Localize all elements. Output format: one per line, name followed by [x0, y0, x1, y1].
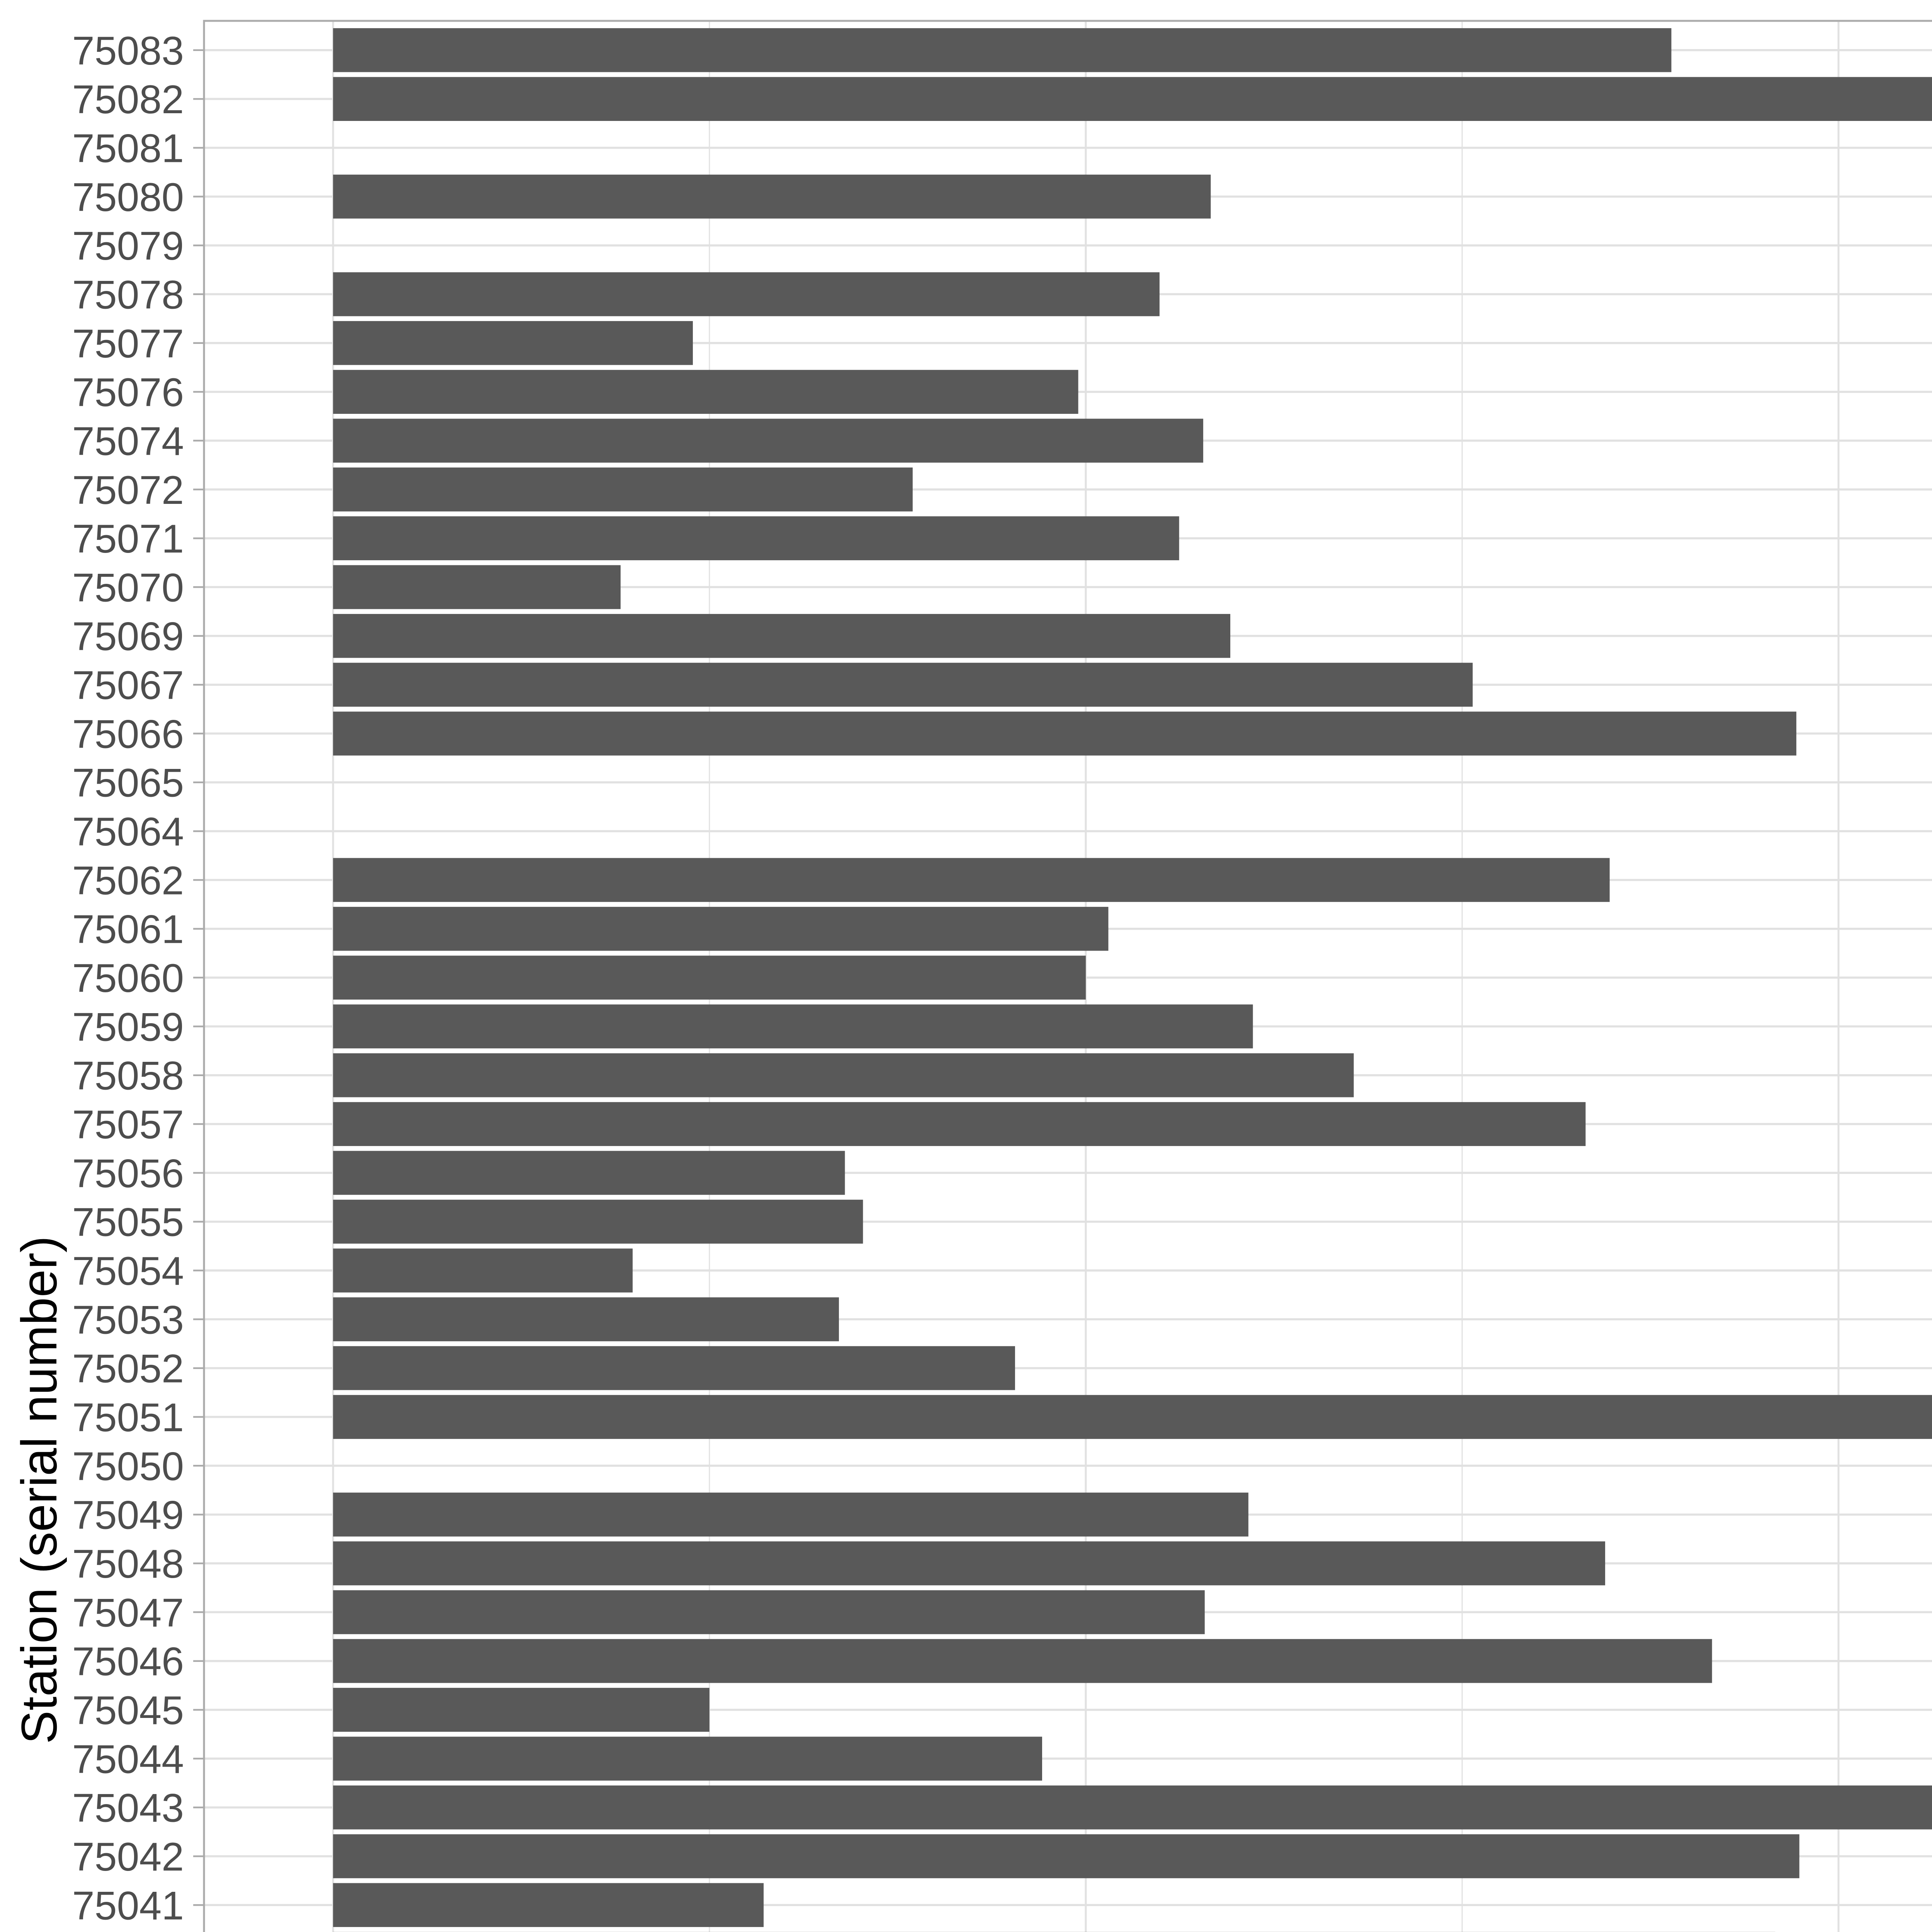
svg-text:75047: 75047: [72, 1590, 184, 1635]
svg-text:75079: 75079: [72, 224, 184, 269]
svg-text:75081: 75081: [72, 126, 184, 171]
svg-text:75055: 75055: [72, 1200, 184, 1245]
svg-text:75077: 75077: [72, 321, 184, 366]
svg-text:75078: 75078: [72, 272, 184, 317]
svg-text:75054: 75054: [72, 1249, 184, 1294]
svg-text:75057: 75057: [72, 1102, 184, 1147]
svg-text:75074: 75074: [72, 419, 184, 464]
svg-text:75048: 75048: [72, 1542, 184, 1587]
svg-text:Station (serial number): Station (serial number): [11, 1236, 67, 1744]
svg-text:75082: 75082: [72, 77, 184, 122]
svg-text:75062: 75062: [72, 858, 184, 903]
svg-text:75052: 75052: [72, 1347, 184, 1391]
svg-text:75069: 75069: [72, 614, 184, 659]
svg-text:75080: 75080: [72, 175, 184, 220]
svg-text:75043: 75043: [72, 1786, 184, 1831]
svg-text:75056: 75056: [72, 1151, 184, 1196]
svg-text:75061: 75061: [72, 907, 184, 952]
svg-text:75046: 75046: [72, 1639, 184, 1684]
svg-text:75050: 75050: [72, 1444, 184, 1489]
svg-text:75051: 75051: [72, 1395, 184, 1440]
svg-text:75045: 75045: [72, 1688, 184, 1733]
svg-text:75083: 75083: [72, 29, 184, 73]
svg-text:75076: 75076: [72, 370, 184, 415]
svg-text:75041: 75041: [72, 1883, 184, 1928]
svg-text:75044: 75044: [72, 1737, 184, 1782]
svg-text:75072: 75072: [72, 468, 184, 513]
svg-text:75071: 75071: [72, 517, 184, 561]
svg-text:75066: 75066: [72, 712, 184, 757]
svg-text:75067: 75067: [72, 663, 184, 708]
svg-text:75060: 75060: [72, 956, 184, 1001]
svg-text:75070: 75070: [72, 565, 184, 610]
svg-text:75058: 75058: [72, 1054, 184, 1099]
svg-text:75059: 75059: [72, 1005, 184, 1049]
svg-text:75053: 75053: [72, 1298, 184, 1342]
svg-text:75042: 75042: [72, 1835, 184, 1879]
svg-text:75065: 75065: [72, 761, 184, 806]
svg-text:75064: 75064: [72, 810, 184, 854]
svg-text:75049: 75049: [72, 1493, 184, 1538]
